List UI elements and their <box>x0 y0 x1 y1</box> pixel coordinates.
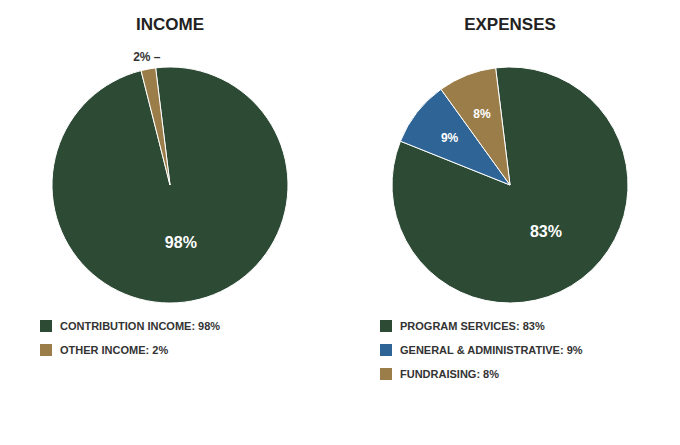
pie <box>392 67 628 303</box>
legend-swatch <box>40 320 52 332</box>
pie-panel: INCOME 98% 2% – CONTRIBUTION INCOME: 98% OTH… <box>40 15 288 356</box>
legend-entry: OTHER INCOME: 2% <box>60 344 168 356</box>
data-labels: 98% 2% – <box>133 50 197 251</box>
data-label: 8% <box>473 107 491 121</box>
legend: PROGRAM SERVICES: 83% GENERAL & ADMINISTR… <box>380 320 583 380</box>
legend-swatch <box>380 344 392 356</box>
legend-swatch <box>380 320 392 332</box>
pie <box>52 67 288 303</box>
pie-slice <box>141 68 170 185</box>
data-label: 9% <box>441 131 459 145</box>
legend-swatch <box>380 368 392 380</box>
pie-slice <box>441 68 510 185</box>
chart-title: EXPENSES <box>464 15 556 34</box>
chart-canvas: INCOME 98% 2% – CONTRIBUTION INCOME: 98% OTH… <box>0 0 680 445</box>
legend-swatch <box>40 344 52 356</box>
pie-panel: EXPENSES 83% 9% 8% PROGRAM SERVICES: 83% GENE… <box>380 15 628 380</box>
pie-slice <box>392 67 628 303</box>
data-label: 83% <box>530 223 562 240</box>
legend: CONTRIBUTION INCOME: 98% OTHER INCOME: 2% <box>40 320 220 356</box>
data-label: 2% – <box>133 50 161 64</box>
legend-entry: CONTRIBUTION INCOME: 98% <box>60 320 220 332</box>
pie-slice <box>52 67 288 303</box>
chart-title: INCOME <box>136 15 204 34</box>
legend-entry: PROGRAM SERVICES: 83% <box>400 320 545 332</box>
data-label: 98% <box>165 234 197 251</box>
legend-entry: FUNDRAISING: 8% <box>400 368 499 380</box>
legend-entry: GENERAL & ADMINISTRATIVE: 9% <box>400 344 583 356</box>
data-labels: 83% 9% 8% <box>441 107 562 241</box>
